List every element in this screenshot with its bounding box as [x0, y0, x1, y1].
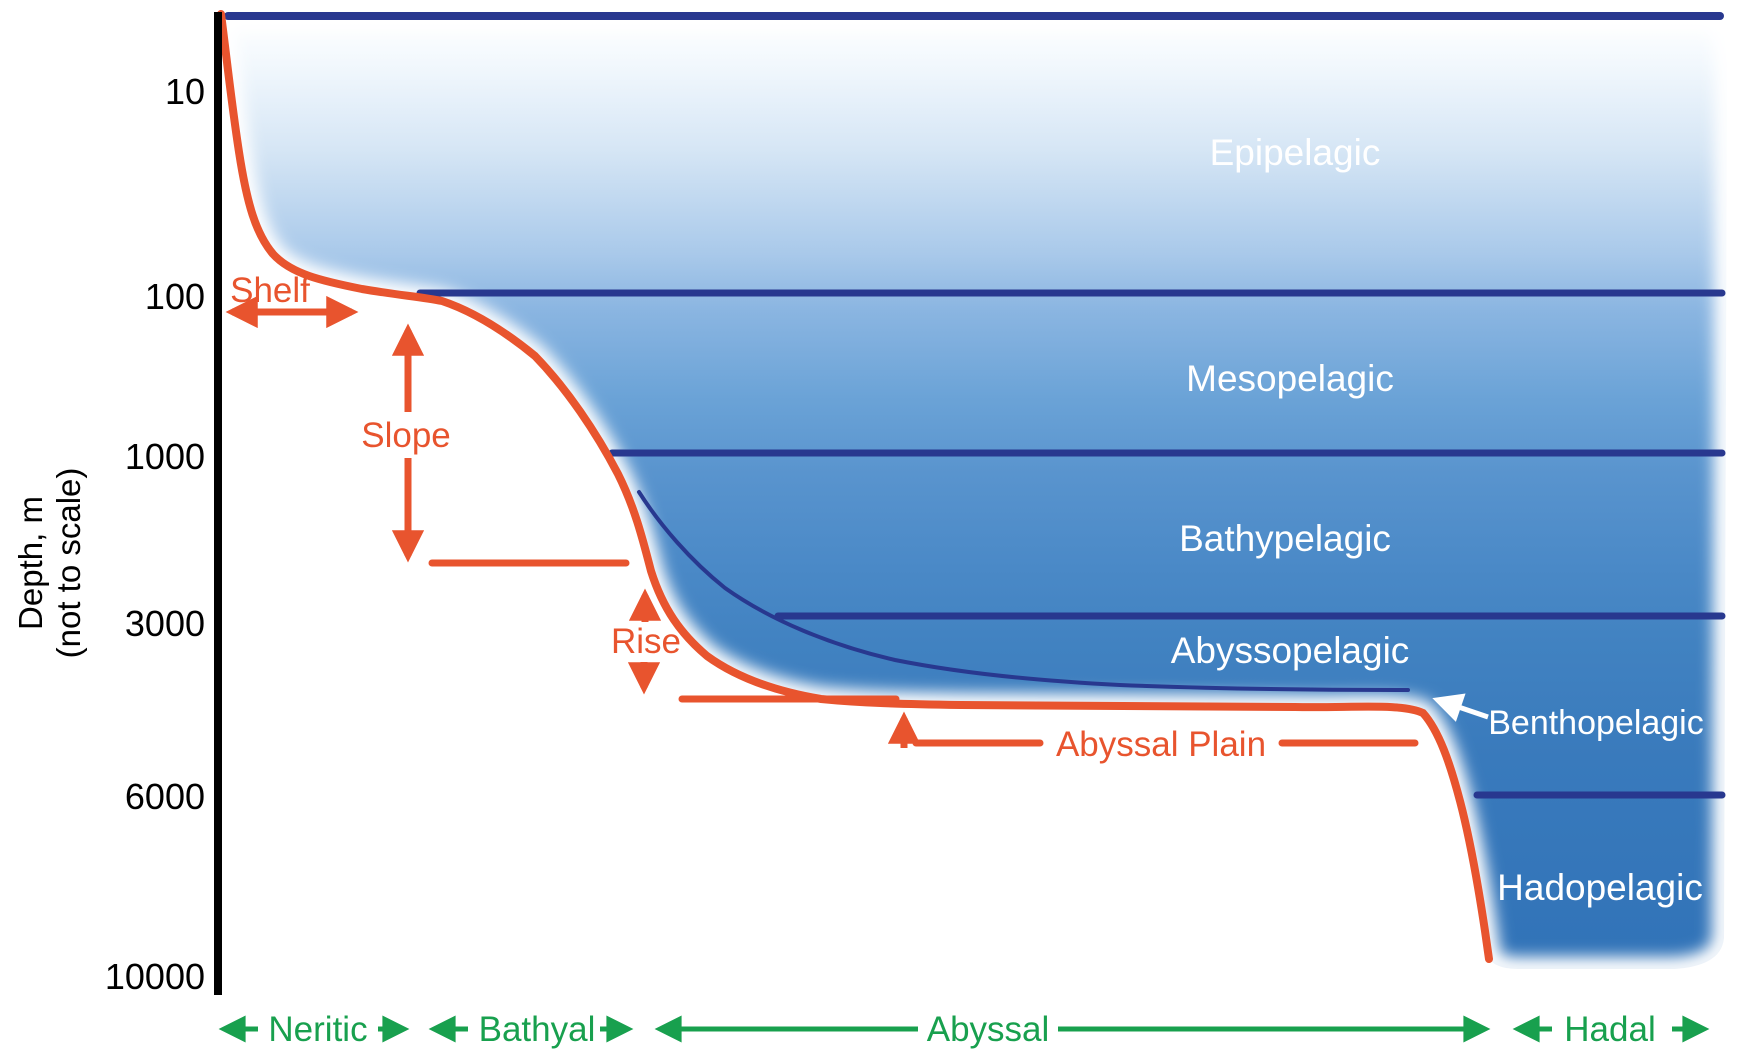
tick-10: 10 [165, 71, 205, 112]
label-abyssopelagic: Abyssopelagic [1171, 630, 1410, 671]
label-hadal: Hadal [1564, 1010, 1655, 1049]
benthopelagic-boundary-curve [637, 490, 1410, 692]
label-slope: Slope [361, 416, 451, 455]
label-abyssal: Abyssal [927, 1010, 1050, 1049]
benthopelagic-pointer-arrow [1432, 693, 1489, 722]
label-neritic: Neritic [268, 1010, 367, 1049]
tick-100: 100 [145, 276, 205, 317]
seafloor-profile-line [217, 10, 1493, 963]
tick-10000: 10000 [105, 956, 205, 997]
label-bathyal: Bathyal [479, 1010, 596, 1049]
label-abyssal-plain: Abyssal Plain [1056, 725, 1266, 764]
label-benthopelagic: Benthopelagic [1488, 704, 1704, 742]
tick-3000: 3000 [125, 603, 205, 644]
label-hadopelagic: Hadopelagic [1497, 867, 1703, 908]
label-rise: Rise [611, 622, 681, 661]
water-body [221, 14, 1727, 969]
label-bathypelagic: Bathypelagic [1179, 518, 1391, 559]
tick-6000: 6000 [125, 776, 205, 817]
tick-1000: 1000 [125, 436, 205, 477]
axis-title-line1: Depth, m [12, 496, 49, 630]
label-mesopelagic: Mesopelagic [1186, 358, 1394, 399]
label-shelf: Shelf [230, 271, 310, 310]
label-epipelagic: Epipelagic [1210, 132, 1381, 173]
axis-title-line2: (not to scale) [50, 468, 87, 659]
